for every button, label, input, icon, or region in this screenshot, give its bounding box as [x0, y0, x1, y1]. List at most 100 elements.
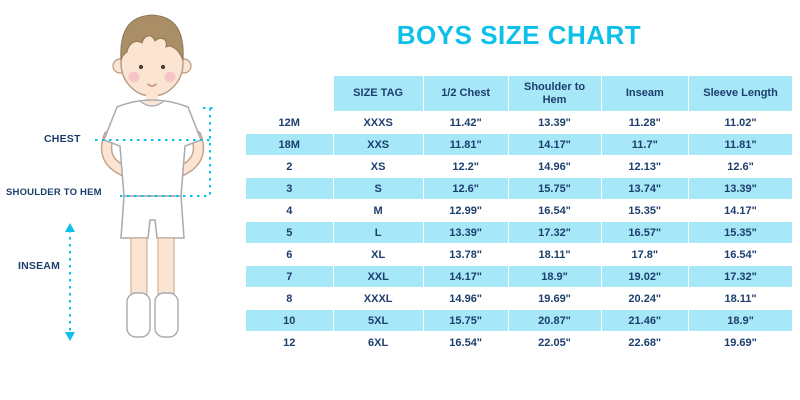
inseam-label: INSEAM — [18, 260, 61, 272]
table-cell: 16.54" — [422, 331, 509, 354]
table-cell: 18.9" — [688, 309, 793, 332]
table-cell: 18.11" — [507, 243, 602, 266]
header-cell: SIZE TAG — [332, 75, 424, 112]
table-row: 7 XXL 14.17" 18.9" 19.02" 17.32" — [245, 265, 793, 288]
table-cell: 12.13" — [600, 155, 690, 178]
table-cell: 11.81" — [688, 133, 793, 156]
table-cell: 11.7" — [600, 133, 690, 156]
table-cell: 14.96" — [422, 287, 509, 310]
table-cell: 15.35" — [688, 221, 793, 244]
table-cell: 16.54" — [688, 243, 793, 266]
table-cell: 21.46" — [600, 309, 690, 332]
table-row: 3 S 12.6" 15.75" 13.74" 13.39" — [245, 177, 793, 200]
table-cell: XS — [332, 155, 424, 178]
table-cell: 20.87" — [507, 309, 602, 332]
table-cell: 17.32" — [507, 221, 602, 244]
table-cell: 18.11" — [688, 287, 793, 310]
table-cell: 11.02" — [688, 111, 793, 134]
table-cell: 8 — [245, 287, 334, 310]
table-cell: 22.05" — [507, 331, 602, 354]
table-cell: XL — [332, 243, 424, 266]
chest-label: CHEST — [44, 133, 81, 145]
table-cell: XXL — [332, 265, 424, 288]
hair — [120, 14, 184, 61]
table-row: 4 M 12.99" 16.54" 15.35" 14.17" — [245, 199, 793, 222]
page-title: BOYS SIZE CHART — [396, 20, 642, 50]
shoulder-to-hem-label: SHOULDER TO HEM — [6, 187, 102, 198]
table-cell: 6XL — [332, 331, 424, 354]
table-cell: 10 — [245, 309, 334, 332]
table-cell: 11.42" — [422, 111, 509, 134]
table-row: 10 5XL 15.75" 20.87" 21.46" 18.9" — [245, 309, 793, 332]
table-cell: 12.6" — [422, 177, 509, 200]
measurement-illustration: CHEST SHOULDER TO HEM INSEAM — [0, 0, 270, 400]
table-cell: 16.54" — [507, 199, 602, 222]
size-table-head: SIZE TAG 1/2 Chest Shoulder to Hem Inseam Sl… — [245, 75, 793, 112]
table-cell: S — [332, 177, 424, 200]
table-cell: 7 — [245, 265, 334, 288]
table-cell: 11.28" — [600, 111, 690, 134]
table-cell: 22.68" — [600, 331, 690, 354]
table-cell: 12.2" — [422, 155, 509, 178]
table-cell: 4 — [245, 199, 334, 222]
tshirt — [103, 99, 202, 197]
table-cell: 13.39" — [507, 111, 602, 134]
table-cell: 13.78" — [422, 243, 509, 266]
collar — [139, 100, 165, 107]
socks — [126, 292, 179, 338]
table-cell: 19.69" — [688, 331, 793, 354]
table-cell: 14.17" — [507, 133, 602, 156]
table-cell: 17.8" — [600, 243, 690, 266]
table-cell: 6 — [245, 243, 334, 266]
table-cell: 5 — [245, 221, 334, 244]
table-cell: 18M — [245, 133, 334, 156]
table-cell: 12 — [245, 331, 334, 354]
table-cell: XXS — [332, 133, 424, 156]
table-row: 2 XS 12.2" 14.96" 12.13" 12.6" — [245, 155, 793, 178]
table-cell: 20.24" — [600, 287, 690, 310]
header-row: SIZE TAG 1/2 Chest Shoulder to Hem Inseam Sl… — [245, 75, 793, 112]
table-cell: 19.02" — [600, 265, 690, 288]
table-cell: 13.39" — [688, 177, 793, 200]
table-cell: 12.99" — [422, 199, 509, 222]
table-cell: 12M — [245, 111, 334, 134]
table-row: 12M XXXS 11.42" 13.39" 11.28" 11.02" — [245, 111, 793, 134]
table-cell: XXXS — [332, 111, 424, 134]
header-cell: 1/2 Chest — [422, 75, 509, 112]
table-cell: L — [332, 221, 424, 244]
table-cell: XXXL — [332, 287, 424, 310]
shorts — [120, 195, 185, 239]
table-cell: 15.75" — [507, 177, 602, 200]
table-cell: 18.9" — [507, 265, 602, 288]
size-table-body: 12M XXXS 11.42" 13.39" 11.28" 11.02" 18M XXS 11.… — [245, 111, 793, 354]
table-cell: M — [332, 199, 424, 222]
size-chart-panel: BOYS SIZE CHART SIZE TAG 1/2 Chest Shoulde… — [245, 0, 793, 400]
size-table: SIZE TAG 1/2 Chest Shoulder to Hem Inseam Sl… — [245, 75, 793, 354]
header-cell: Shoulder to Hem — [507, 75, 602, 112]
table-cell: 14.17" — [422, 265, 509, 288]
table-row: 5 L 13.39" 17.32" 16.57" 15.35" — [245, 221, 793, 244]
table-cell: 16.57" — [600, 221, 690, 244]
table-cell: 15.75" — [422, 309, 509, 332]
table-cell: 14.17" — [688, 199, 793, 222]
table-cell: 2 — [245, 155, 334, 178]
header-cell: Sleeve Length — [688, 75, 793, 112]
table-cell: 13.39" — [422, 221, 509, 244]
face — [128, 64, 176, 87]
boy-illustration — [65, 14, 217, 341]
table-row: 18M XXS 11.81" 14.17" 11.7" 11.81" — [245, 133, 793, 156]
table-cell: 12.6" — [688, 155, 793, 178]
table-cell: 19.69" — [507, 287, 602, 310]
table-row: 12 6XL 16.54" 22.05" 22.68" 19.69" — [245, 331, 793, 354]
table-cell: 15.35" — [600, 199, 690, 222]
table-cell: 14.96" — [507, 155, 602, 178]
header-cell: Inseam — [600, 75, 690, 112]
header-cell-corner — [245, 75, 334, 112]
table-row: 8 XXXL 14.96" 19.69" 20.24" 18.11" — [245, 287, 793, 310]
shoulder-hem-measure-line — [120, 107, 217, 197]
inseam-measure-arrow — [65, 223, 75, 341]
table-cell: 5XL — [332, 309, 424, 332]
table-cell: 3 — [245, 177, 334, 200]
table-cell: 13.74" — [600, 177, 690, 200]
